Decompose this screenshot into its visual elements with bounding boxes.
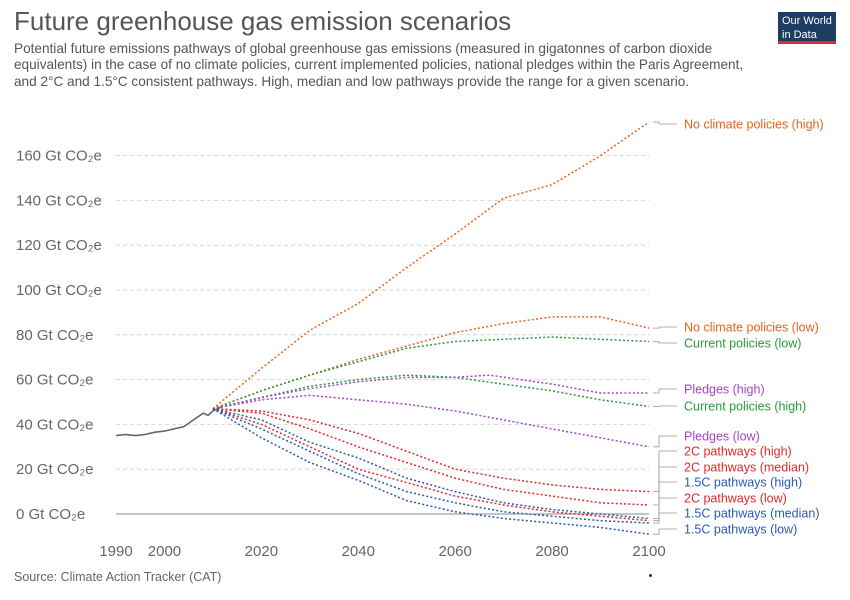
series-line-9 xyxy=(212,407,650,522)
label-leader-7 xyxy=(653,450,677,492)
x-tick-label: 2040 xyxy=(342,543,375,560)
label-leader-11 xyxy=(653,512,677,524)
label-leader-1 xyxy=(653,121,677,125)
x-tick-label: 2100 xyxy=(632,543,665,560)
series-line-12 xyxy=(212,408,650,535)
label-leader-4 xyxy=(653,405,677,407)
y-axis-ticks: 0 Gt CO₂e 20 Gt CO₂e 40 Gt CO₂e 60 Gt CO₂e 8… xyxy=(16,148,102,523)
series-label-4: Current policies (high) xyxy=(684,400,806,414)
series-label-3: Current policies (low) xyxy=(684,337,801,351)
x-tick-label: 2000 xyxy=(148,543,181,560)
label-leader-5 xyxy=(653,388,677,394)
label-leader-9 xyxy=(653,497,677,522)
y-tick-label: 100 Gt CO₂e xyxy=(16,282,102,299)
label-leader-2 xyxy=(653,326,677,329)
series-labels: No climate policies (high) No climate pol… xyxy=(653,118,824,537)
series-line-11 xyxy=(212,408,650,524)
chart-title: Future greenhouse gas emission scenarios xyxy=(14,6,512,36)
x-tick-label: 1990 xyxy=(99,543,132,560)
y-tick-label: 40 Gt CO₂e xyxy=(16,416,94,433)
series-line-2 xyxy=(212,316,650,410)
series-lines xyxy=(115,121,650,535)
series-line-8 xyxy=(212,407,650,506)
label-leader-12 xyxy=(653,528,677,535)
series-label-5: Pledges (high) xyxy=(684,383,765,397)
chart-subtitle: Potential future emissions pathways of g… xyxy=(14,41,744,89)
series-label-9: 2C pathways (low) xyxy=(684,492,787,506)
series-label-1: No climate policies (high) xyxy=(684,118,824,132)
y-tick-label: 20 Gt CO₂e xyxy=(16,461,94,478)
series-label-10: 1.5C pathways (high) xyxy=(684,476,802,490)
footer-dot xyxy=(649,574,652,577)
x-axis-ticks: 1990 2000 2020 2040 2060 2080 2100 xyxy=(99,543,665,560)
series-label-2: No climate policies (low) xyxy=(684,321,819,335)
label-leader-10 xyxy=(653,481,677,519)
y-tick-label: 120 Gt CO₂e xyxy=(16,237,102,254)
x-tick-label: 2080 xyxy=(535,543,568,560)
logo-line-2: in Data xyxy=(782,29,817,41)
series-label-7: 2C pathways (high) xyxy=(684,445,792,459)
series-label-6: Pledges (low) xyxy=(684,430,760,444)
label-leader-6 xyxy=(653,435,677,448)
y-tick-label: 60 Gt CO₂e xyxy=(16,372,94,389)
series-label-11: 1.5C pathways (median) xyxy=(684,507,819,521)
y-tick-label: 160 Gt CO₂e xyxy=(16,148,102,165)
series-label-12: 1.5C pathways (low) xyxy=(684,523,797,537)
series-line-7 xyxy=(212,407,650,493)
label-leader-8 xyxy=(653,466,677,506)
y-tick-label: 0 Gt CO₂e xyxy=(16,506,85,523)
x-tick-label: 2020 xyxy=(245,543,278,560)
x-tick-label: 2060 xyxy=(438,543,471,560)
owid-logo[interactable]: Our World in Data xyxy=(778,12,836,44)
series-label-8: 2C pathways (median) xyxy=(684,461,809,475)
grid-lines xyxy=(116,155,649,515)
label-leader-3 xyxy=(653,341,677,344)
series-line-0 xyxy=(115,405,223,437)
source-note: Source: Climate Action Tracker (CAT) xyxy=(14,570,222,584)
series-line-4 xyxy=(212,374,650,410)
series-line-5 xyxy=(212,374,649,410)
series-line-10 xyxy=(212,407,650,520)
y-tick-label: 140 Gt CO₂e xyxy=(16,192,102,209)
series-line-3 xyxy=(212,336,650,410)
logo-line-1: Our World xyxy=(782,15,832,27)
series-line-1 xyxy=(212,121,650,410)
y-tick-label: 80 Gt CO₂e xyxy=(16,327,94,344)
series-line-6 xyxy=(212,394,650,448)
